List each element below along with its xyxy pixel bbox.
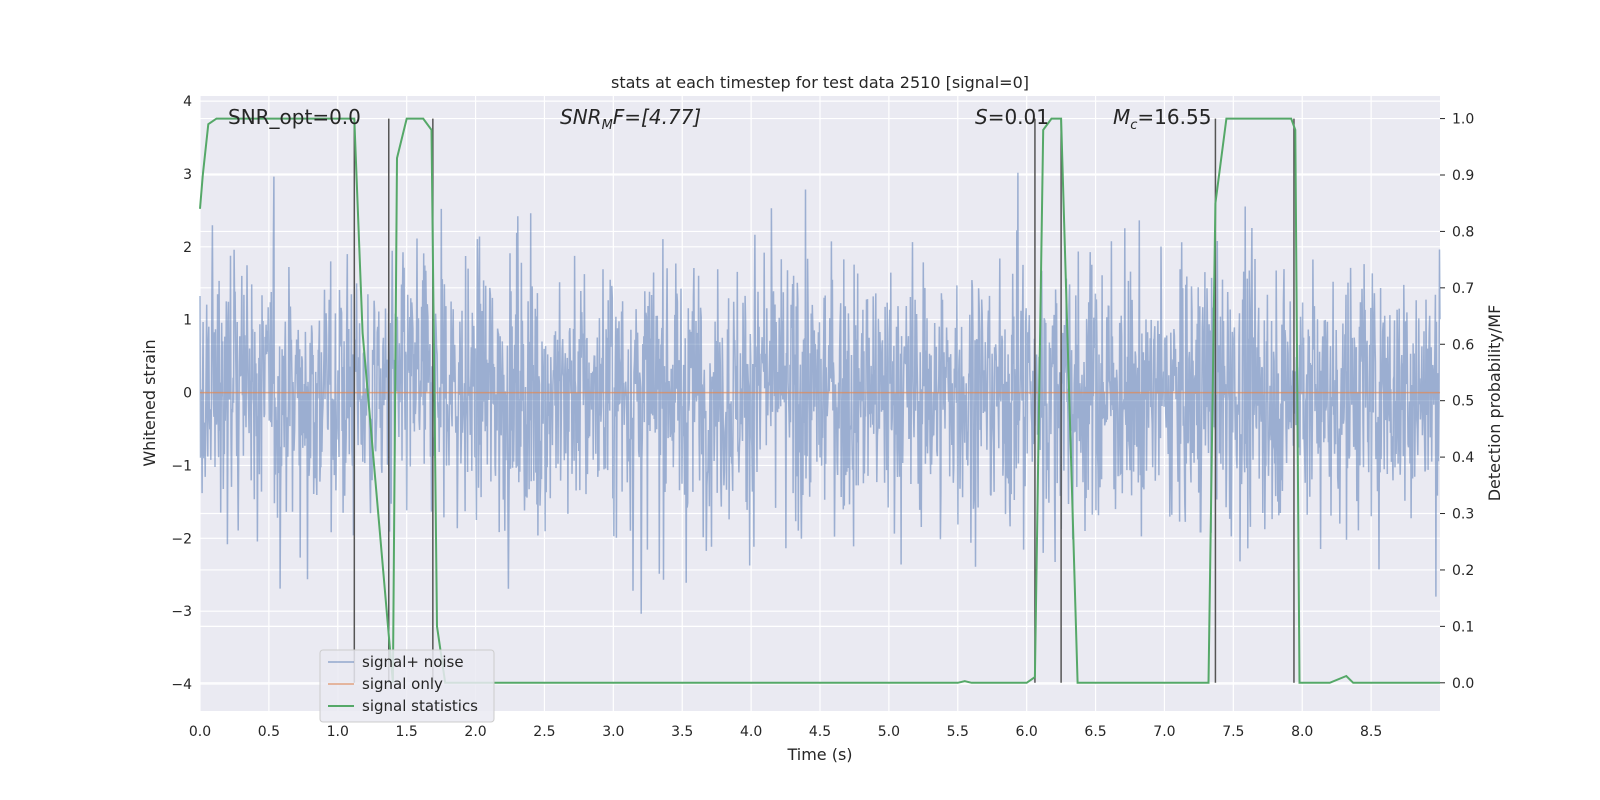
x-tick-label: 3.5 <box>671 724 693 740</box>
annotation-mc: Mc=16.55 <box>1113 105 1211 133</box>
left-y-tick-label: −2 <box>171 531 192 547</box>
right-y-tick-label: 1.0 <box>1452 112 1474 128</box>
annotation-mc-sub: c <box>1130 118 1137 133</box>
annotation-s-main: S <box>975 105 988 129</box>
left-y-tick-label: 0 <box>183 386 192 402</box>
right-y-tick-label: 0.1 <box>1452 619 1474 635</box>
x-tick-label: 5.0 <box>878 724 900 740</box>
x-tick-label: 7.5 <box>1222 724 1244 740</box>
x-tick-label: 0.5 <box>258 724 280 740</box>
annotation-s: S=0.01 <box>975 105 1049 129</box>
left-y-tick-label: −3 <box>171 604 192 620</box>
right-y-tick-labels: 1.0 0.9 0.8 0.7 0.6 0.5 0.4 0.3 0.2 0.1 0.0 <box>1452 112 1474 692</box>
annotation-mc-tail: =16.55 <box>1137 105 1211 129</box>
x-tick-label: 4.5 <box>809 724 831 740</box>
legend-label-noise: signal+ noise <box>362 653 464 671</box>
x-tick-label: 2.5 <box>533 724 555 740</box>
right-y-tick-label: 0.0 <box>1452 676 1474 692</box>
statistics-trace <box>199 117 1440 684</box>
x-tick-label: 4.0 <box>740 724 762 740</box>
legend: signal+ noise signal only signal statist… <box>319 649 495 723</box>
right-y-tick-label: 0.5 <box>1452 394 1474 410</box>
right-y-tick-label: 0.4 <box>1452 450 1474 466</box>
annotation-snr-opt: SNR_opt=0.0 <box>228 105 361 129</box>
x-tick-label: 1.0 <box>327 724 349 740</box>
left-y-tick-label: −4 <box>171 677 192 693</box>
x-tick-label: 5.5 <box>947 724 969 740</box>
x-tick-label: 6.5 <box>1084 724 1106 740</box>
annotation-s-tail: =0.01 <box>988 105 1049 129</box>
legend-label-signal: signal only <box>362 675 443 693</box>
annotation-mc-main: M <box>1113 105 1130 129</box>
right-y-tick-label: 0.3 <box>1452 507 1474 523</box>
vertical-markers <box>353 118 1295 683</box>
right-y-axis-label: Detection probability/MF <box>1485 305 1504 502</box>
x-tick-label: 1.5 <box>396 724 418 740</box>
annotation-snr-mf-sub: M <box>602 118 613 133</box>
left-y-tick-label: 1 <box>183 313 192 329</box>
legend-label-stats: signal statistics <box>362 697 478 715</box>
left-y-tick-label: 2 <box>183 240 192 256</box>
annotation-snr-mf-main: SNR <box>560 105 602 129</box>
left-y-axis-label: Whitened strain <box>140 339 159 466</box>
right-y-tick-label: 0.9 <box>1452 168 1474 184</box>
x-tick-label: 3.0 <box>602 724 624 740</box>
series-signal-plus-noise <box>199 172 1441 614</box>
annotation-snr-mf: SNRMF=[4.77] <box>560 105 701 133</box>
x-tick-label: 0.0 <box>189 724 211 740</box>
x-tick-label: 6.0 <box>1016 724 1038 740</box>
x-tick-label: 2.0 <box>464 724 486 740</box>
noise-trace <box>199 172 1441 614</box>
left-y-tick-label: 3 <box>183 167 192 183</box>
right-y-tick-label: 0.6 <box>1452 337 1474 353</box>
legend-box <box>319 649 495 723</box>
right-y-tick-label: 0.2 <box>1452 563 1474 579</box>
left-y-tick-label: 4 <box>183 94 192 110</box>
x-axis-label: Time (s) <box>786 745 852 764</box>
x-tick-label: 8.5 <box>1360 724 1382 740</box>
chart-title: stats at each timestep for test data 251… <box>611 73 1029 92</box>
series-signal-statistics <box>199 117 1440 684</box>
left-y-tick-label: −1 <box>171 458 192 474</box>
x-tick-labels: 0.0 0.5 1.0 1.5 2.0 2.5 3.0 3.5 4.0 4.5 5.0 5.5 6.0 6… <box>189 724 1382 740</box>
left-y-tick-labels: 4 3 2 1 0 −1 −2 −3 −4 <box>171 94 192 693</box>
right-y-tick-label: 0.8 <box>1452 224 1474 240</box>
x-tick-label: 8.0 <box>1291 724 1313 740</box>
x-tick-label: 7.0 <box>1153 724 1175 740</box>
annotation-snr-mf-tail: F=[4.77] <box>613 105 701 129</box>
right-y-tick-label: 0.7 <box>1452 281 1474 297</box>
